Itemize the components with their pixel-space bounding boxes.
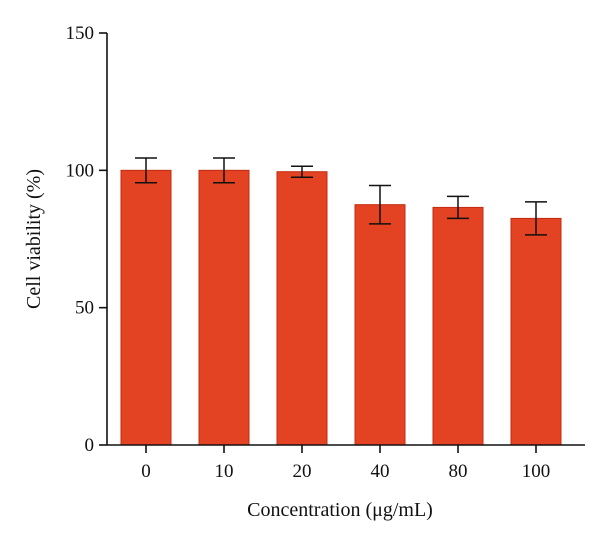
x-tick-label: 40 [371,461,390,482]
bar [198,169,250,446]
error-bar [447,195,469,220]
bar [354,204,406,446]
x-axis-ticks: 0 10 20 40 80 100 [141,445,550,482]
x-axis-label: Concentration (μg/mL) [247,499,433,521]
error-bar [135,157,157,184]
y-tick-label: 0 [85,435,95,456]
x-tick-label: 0 [141,461,151,482]
bars-group [120,157,562,446]
error-bar [525,201,547,236]
y-axis-label: Cell viability (%) [23,169,45,309]
x-tick-label: 10 [215,461,234,482]
y-axis-ticks: 0 50 100 150 [66,23,107,456]
y-tick-label: 50 [75,298,94,319]
y-tick-label: 150 [66,23,95,44]
bar [510,217,562,446]
bar [432,206,484,446]
y-tick-label: 100 [66,160,95,181]
x-tick-label: 20 [293,461,312,482]
x-tick-label: 100 [522,461,551,482]
error-bar [291,165,313,178]
error-bar [369,184,391,225]
bar [276,171,328,446]
x-tick-label: 80 [449,461,468,482]
bar [120,169,172,446]
error-bar [213,157,235,184]
